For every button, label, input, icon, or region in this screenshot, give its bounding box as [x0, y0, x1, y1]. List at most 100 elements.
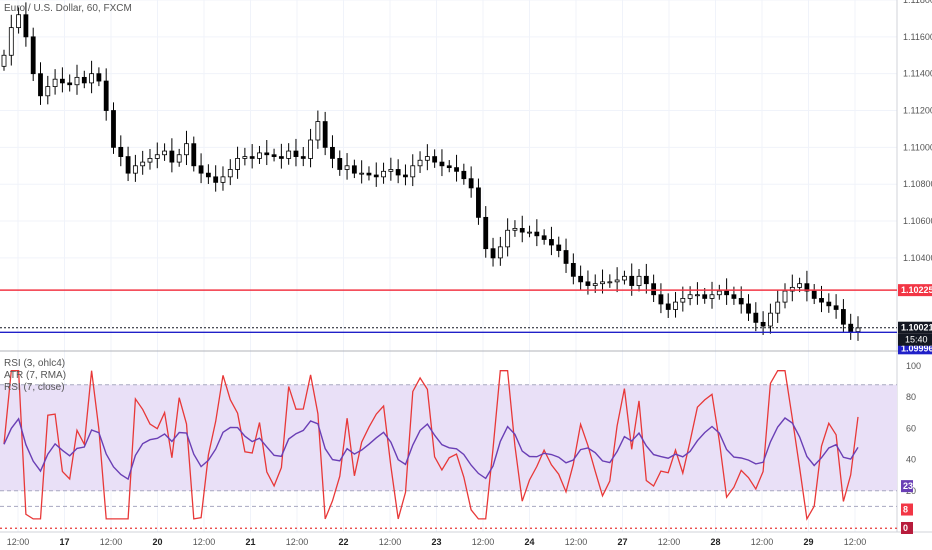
candle-body [111, 110, 116, 148]
candle-body [702, 294, 708, 299]
candle-body [154, 154, 160, 159]
candle-body [337, 158, 343, 170]
candle-body [403, 174, 408, 178]
candle-body [220, 176, 226, 183]
candle-body [760, 321, 766, 327]
x-tick-label: 27 [617, 537, 627, 547]
price-badge-1 [898, 321, 932, 334]
candle-body [811, 290, 817, 299]
candle-body [643, 275, 649, 285]
candle-body [636, 275, 642, 286]
candle-body [461, 170, 467, 180]
candle-body [782, 290, 788, 303]
candle-body [147, 158, 153, 163]
indicator-badge-0 [901, 480, 913, 493]
candle-body [570, 263, 576, 277]
candle-body [687, 294, 693, 299]
candle-body [716, 290, 722, 296]
candle-body [446, 165, 452, 169]
candle-body [81, 76, 87, 84]
candle-body [52, 78, 58, 87]
candle-body [300, 156, 306, 159]
candle-body [592, 283, 598, 286]
candle-body [768, 312, 773, 327]
candle-body [432, 156, 438, 163]
candle-body [125, 156, 131, 174]
candle-body [673, 301, 678, 310]
candles-layer [1, 2, 861, 341]
candle-body [665, 303, 671, 310]
candle-body [213, 176, 219, 183]
candle-body [184, 143, 189, 156]
candle-body [519, 228, 525, 233]
candle-body [191, 143, 197, 167]
x-tick-label: 29 [803, 537, 813, 547]
candle-body [16, 14, 22, 29]
candle-body [826, 301, 832, 307]
x-tick-label: 23 [431, 537, 441, 547]
candle-body [483, 216, 489, 250]
candle-body [351, 165, 357, 174]
x-tick-label: 12:00 [100, 537, 123, 547]
candle-body [775, 301, 781, 314]
x-tick-label: 12:00 [658, 537, 681, 547]
candle-body [527, 231, 532, 234]
x-tick-label: 12:00 [193, 537, 216, 547]
candle-body [622, 275, 627, 281]
candle-body [315, 121, 321, 141]
candle-body [395, 169, 401, 176]
candle-body [381, 170, 386, 178]
candle-body [140, 161, 146, 167]
price-tick-label: 1.11800 [903, 0, 932, 5]
candle-body [176, 154, 182, 163]
candle-body [855, 327, 861, 332]
candle-body [476, 187, 481, 218]
candle-body [680, 298, 686, 303]
candle-body [162, 150, 167, 156]
candle-body [278, 156, 284, 159]
candle-body [468, 178, 474, 189]
rsi7-line [3, 417, 859, 481]
indicator-badge-text-0: 23 [903, 481, 913, 491]
indicator-badge-text-2: 0 [903, 523, 908, 533]
candle-body [264, 152, 270, 156]
candle-body [724, 290, 730, 296]
candle-body [242, 156, 248, 159]
candle-body [38, 73, 43, 97]
x-tick-label: 12:00 [565, 537, 588, 547]
price-tick-label: 1.11000 [903, 142, 932, 152]
candle-body [388, 169, 394, 172]
indicator-legend-rsi7[interactable]: RSI (7, close) [4, 382, 65, 393]
candle-body [1, 54, 7, 67]
candle-body [549, 239, 554, 246]
candle-body [257, 152, 262, 159]
candle-body [169, 150, 175, 163]
price-tick-label: 1.10400 [903, 253, 932, 263]
price-tick-label: 1.11600 [903, 32, 932, 42]
indicator-tick-label: 100 [906, 361, 921, 371]
x-tick-label: 20 [152, 537, 162, 547]
candle-body [308, 139, 313, 159]
indicator-legend-atr7[interactable]: ATR (7, RMA) [4, 370, 67, 381]
x-tick-label: 12:00 [472, 537, 495, 547]
candle-body [556, 244, 562, 251]
candle-body [840, 309, 846, 325]
x-tick-label: 12:00 [7, 537, 30, 547]
candle-body [651, 283, 657, 296]
x-tick-label: 24 [524, 537, 534, 547]
candle-body [118, 146, 124, 157]
candle-body [249, 156, 255, 159]
candle-body [585, 281, 591, 286]
candle-body [738, 298, 744, 305]
x-tick-label: 12:00 [286, 537, 309, 547]
indicator-tick-label: 40 [906, 455, 916, 465]
candle-body [67, 82, 73, 86]
candle-body [819, 298, 824, 303]
candle-body [746, 303, 751, 314]
candle-body [366, 172, 372, 176]
price-tick-label: 1.10800 [903, 179, 932, 189]
indicator-legend-rsi3[interactable]: RSI (3, ohlc4) [4, 358, 66, 369]
price-badge-text-2: 1.09996 [901, 343, 932, 353]
candle-body [454, 167, 459, 172]
